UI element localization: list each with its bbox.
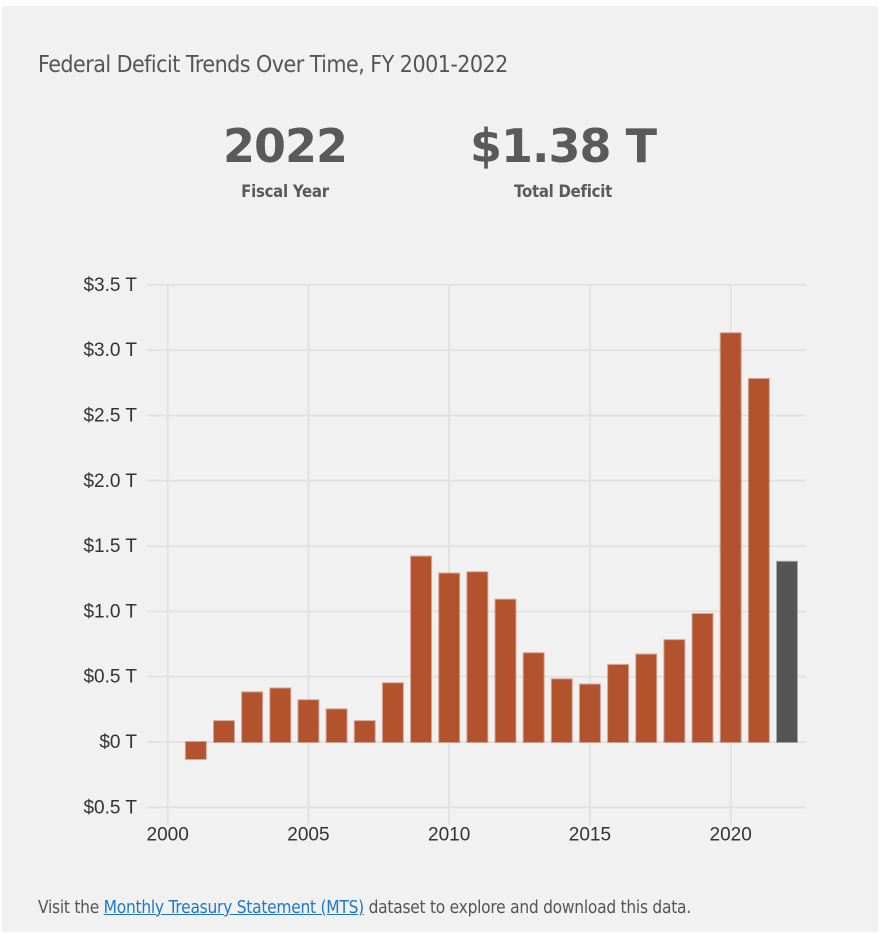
bar-2013[interactable] — [522, 652, 545, 744]
y-tick-label: $1.0 T — [83, 601, 137, 622]
y-tick-label: $3.0 T — [83, 340, 137, 361]
y-tick-label: $3.5 T — [83, 275, 137, 296]
footer-suffix: dataset to explore and download this dat… — [363, 897, 692, 918]
x-tick-label: 2010 — [428, 824, 470, 845]
y-tick-label: $2.5 T — [83, 406, 137, 427]
x-axis-labels: 2000 2005 2010 2015 2020 — [147, 824, 752, 845]
mts-dataset-link[interactable]: Monthly Treasury Statement (MTS) — [103, 897, 365, 918]
bar-2018[interactable] — [663, 639, 686, 744]
bar-2020[interactable] — [719, 332, 742, 743]
chart-title: Federal Deficit Trends Over Time, FY 200… — [38, 52, 508, 78]
kpi-year-value: 2022 — [222, 119, 348, 173]
bar-2014[interactable] — [550, 678, 573, 744]
bar-2007[interactable] — [353, 720, 376, 744]
x-tick-label: 2020 — [710, 824, 752, 845]
bar-2005[interactable] — [297, 699, 320, 744]
x-tick-label: 2000 — [147, 824, 189, 845]
footer-prefix: Visit the — [38, 897, 104, 918]
bar-2008[interactable] — [381, 682, 404, 743]
x-tick-label: 2015 — [569, 824, 611, 845]
bar-2021[interactable] — [747, 377, 770, 743]
bar-2012[interactable] — [494, 598, 517, 743]
y-tick-label: $0.5 T — [83, 667, 137, 688]
footer-note: Visit the Monthly Treasury Statement (MT… — [38, 897, 691, 918]
bar-2001[interactable] — [184, 741, 207, 760]
kpi-deficit-label: Total Deficit — [513, 182, 612, 202]
kpi-deficit-value: $1.38 T — [470, 119, 657, 173]
bar-2022[interactable] — [776, 560, 798, 743]
bar-2002[interactable] — [213, 720, 235, 744]
y-tick-label: $0 T — [99, 732, 137, 753]
kpi-year-label: Fiscal Year — [241, 182, 329, 202]
y-tick-label: $2.0 T — [83, 471, 137, 492]
y-tick-label: $1.5 T — [83, 536, 137, 557]
x-tick-label: 2005 — [287, 824, 329, 845]
kpi-fiscal-year: 2022 Fiscal Year — [165, 118, 405, 202]
bar-2004[interactable] — [269, 687, 292, 743]
bar-2015[interactable] — [578, 683, 601, 744]
y-axis-labels: $0.5 T $0 T $0.5 T $1.0 T $1.5 T $2.0 T $2.5 T… — [83, 275, 137, 818]
bar-2003[interactable] — [241, 691, 264, 744]
bar-2009[interactable] — [410, 555, 433, 743]
bar-2017[interactable] — [635, 653, 658, 743]
bar-2010[interactable] — [438, 572, 461, 743]
bar-2019[interactable] — [691, 613, 714, 744]
bar-2011[interactable] — [466, 571, 489, 743]
y-tick-label: $0.5 T — [83, 797, 137, 818]
kpi-total-deficit: $1.38 T Total Deficit — [443, 118, 683, 202]
bars — [184, 332, 798, 760]
bar-2006[interactable] — [325, 708, 348, 743]
bar-2016[interactable] — [607, 663, 630, 743]
x-gridlines — [166, 284, 732, 826]
